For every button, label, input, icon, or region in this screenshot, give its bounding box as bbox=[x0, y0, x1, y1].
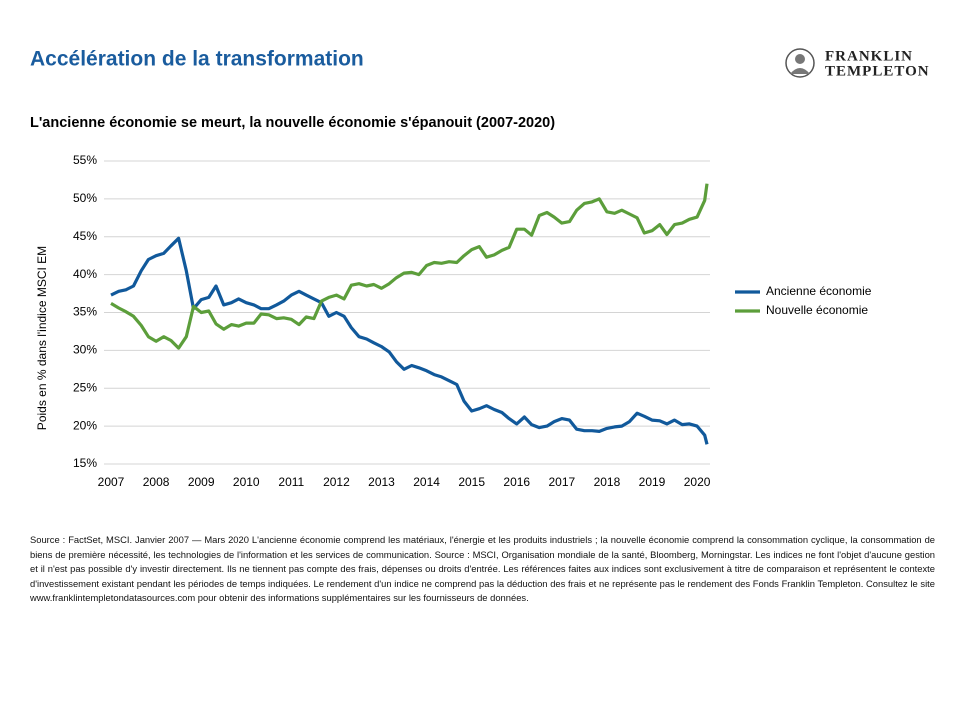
y-tick-label: 55% bbox=[73, 153, 97, 167]
x-tick-label: 2008 bbox=[143, 475, 170, 489]
x-tick-label: 2010 bbox=[233, 475, 260, 489]
y-tick-label: 20% bbox=[73, 418, 97, 432]
x-tick-label: 2017 bbox=[548, 475, 575, 489]
x-tick-label: 2015 bbox=[458, 475, 485, 489]
x-tick-label: 2007 bbox=[98, 475, 125, 489]
page-title: Accélération de la transformation bbox=[30, 48, 364, 71]
logo-head bbox=[795, 54, 805, 64]
x-tick-label: 2012 bbox=[323, 475, 350, 489]
series-line bbox=[110, 236, 709, 445]
y-axis-label: Poids en % dans l'indice MSCI EM bbox=[35, 246, 49, 430]
logo-text: TEMPLETON bbox=[825, 63, 930, 79]
y-tick-label: 30% bbox=[73, 343, 97, 357]
x-tick-label: 2016 bbox=[503, 475, 530, 489]
series-line bbox=[110, 183, 709, 350]
footnote: Source : FactSet, MSCI. Janvier 2007 — M… bbox=[30, 534, 935, 603]
chart-title: L'ancienne économie se meurt, la nouvell… bbox=[30, 115, 555, 131]
x-tick-label: 2019 bbox=[639, 475, 666, 489]
logo-body bbox=[790, 68, 810, 74]
y-tick-label: 15% bbox=[73, 456, 97, 470]
x-tick-label: 2020 bbox=[684, 475, 711, 489]
x-tick-label: 2013 bbox=[368, 475, 395, 489]
legend-label: Nouvelle économie bbox=[766, 303, 868, 317]
y-tick-label: 40% bbox=[73, 267, 97, 281]
logo: FRANKLIN TEMPLETON bbox=[785, 48, 930, 79]
x-tick-label: 2018 bbox=[594, 475, 621, 489]
y-tick-label: 45% bbox=[73, 229, 97, 243]
x-tick-label: 2009 bbox=[188, 475, 215, 489]
legend-label: Ancienne économie bbox=[766, 284, 872, 298]
x-tick-label: 2014 bbox=[413, 475, 440, 489]
y-tick-label: 35% bbox=[73, 305, 97, 319]
logo-text: FRANKLIN bbox=[825, 48, 913, 64]
y-tick-label: 50% bbox=[73, 191, 97, 205]
y-tick-label: 25% bbox=[73, 380, 97, 394]
x-tick-label: 2011 bbox=[278, 475, 304, 489]
